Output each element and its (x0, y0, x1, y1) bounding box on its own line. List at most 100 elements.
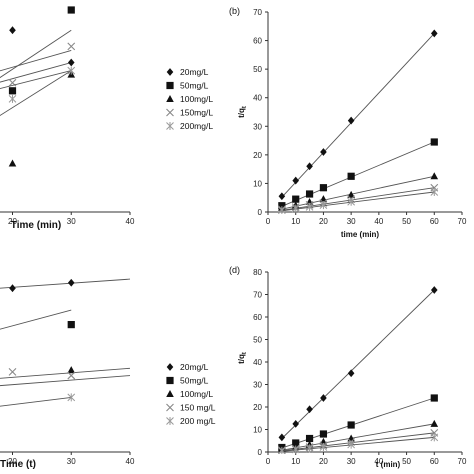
y-tick-label: 20 (253, 151, 262, 160)
series-200mg-l (0, 393, 76, 407)
legend-marker-diamond (166, 68, 174, 76)
data-point-diamond (347, 116, 355, 125)
data-point-square (292, 439, 300, 447)
data-point-triangle (8, 159, 17, 167)
y-axis-label: t/qt (237, 106, 248, 118)
fit-line (0, 70, 72, 117)
data-point-square (347, 421, 355, 429)
data-point-square (8, 87, 17, 95)
y-tick-label: 10 (253, 179, 262, 188)
data-point-diamond (430, 29, 438, 38)
data-point-star (291, 445, 300, 454)
legend-entry: 100mg/L (180, 94, 213, 104)
data-point-diamond (67, 278, 75, 287)
data-point-square (292, 195, 300, 203)
x-tick-label: 40 (126, 457, 135, 466)
data-point-x (8, 368, 17, 376)
series-20mg-l (278, 286, 438, 442)
y-tick-label: 70 (253, 8, 262, 17)
chart-bottom-left: 20 30 40 Time (t) 20mg/L 50mg/L 100mg/L 150 mg/… (0, 278, 216, 470)
legend-marker-triangle (166, 390, 174, 397)
x-tick-label: 10 (291, 217, 300, 226)
x-tick-label: 40 (126, 217, 135, 226)
y-axis-label-subscript: t (242, 106, 248, 108)
data-point-triangle (430, 419, 439, 427)
legend-marker-square (166, 376, 174, 385)
y-axis-label-main: t/q (237, 108, 246, 118)
data-point-star (347, 440, 355, 449)
data-point-square (305, 190, 314, 198)
x-tick-label: 70 (458, 217, 467, 226)
data-point-star (319, 201, 328, 210)
series-150mg-l (0, 42, 76, 87)
x-tick-label: 20 (319, 217, 328, 226)
x-tick-label: 20 (8, 217, 17, 226)
x-tick-label: 50 (402, 457, 411, 466)
fit-line (0, 309, 72, 330)
chart-top-left: 20 30 40 Time (min) 20mg/L 50mg/L 100mg/L 150mg… (0, 6, 213, 231)
data-point-square (319, 184, 328, 192)
y-tick-label: 20 (253, 403, 262, 412)
fit-line (0, 29, 72, 79)
data-point-square (430, 394, 438, 402)
x-axis-label: t (min) (376, 460, 401, 469)
x-tick-label: 0 (266, 457, 271, 466)
fit-line (0, 70, 72, 90)
legend-entry: 100mg/L (180, 389, 213, 399)
data-point-star (67, 393, 76, 402)
fit-line (0, 367, 131, 379)
data-point-star (319, 443, 328, 452)
data-point-star (67, 66, 76, 75)
fit-line (281, 397, 435, 449)
legend-marker-star (166, 122, 174, 130)
y-tick-label: 30 (253, 381, 262, 390)
y-tick-label: 60 (253, 37, 262, 46)
y-tick-label: 50 (253, 65, 262, 74)
x-tick-label: 20 (319, 457, 328, 466)
y-tick-label: 50 (253, 336, 262, 345)
x-tick-label: 30 (347, 217, 356, 226)
x-tick-label: 40 (374, 457, 383, 466)
data-point-star (347, 197, 355, 206)
series-20mg-l (0, 26, 75, 83)
legend-entry: 200 mg/L (180, 416, 216, 426)
legend-marker-square (166, 81, 174, 90)
series-200mg-l (0, 66, 76, 103)
x-tick-label: 30 (67, 457, 76, 466)
x-axis-label: Time (min) (11, 220, 61, 231)
series-50mg-l (278, 394, 438, 452)
legend-entry: 50mg/L (180, 81, 209, 91)
y-axis-label-subscript: t (242, 352, 248, 354)
y-tick-label: 70 (253, 291, 262, 300)
x-tick-label: 40 (374, 217, 383, 226)
x-axis-label: Time (t) (0, 459, 36, 470)
x-tick-label: 30 (67, 217, 76, 226)
x-tick-label: 30 (347, 457, 356, 466)
data-point-star (430, 188, 439, 196)
data-point-diamond (9, 284, 16, 293)
data-point-diamond (292, 419, 300, 428)
legend-marker-star (166, 417, 174, 425)
fit-line (281, 423, 435, 451)
fit-line (0, 396, 72, 407)
data-point-diamond (306, 405, 313, 414)
data-point-square (305, 434, 314, 443)
data-point-x (67, 371, 76, 380)
data-point-star (430, 433, 439, 442)
series-20mg-l (0, 278, 131, 293)
data-point-star (278, 206, 286, 214)
legend: 20mg/L 50mg/L 100mg/L 150mg/L 200mg/L (166, 67, 213, 131)
fit-line (281, 289, 435, 439)
y-tick-label: 0 (258, 208, 263, 217)
legend-marker-x (166, 108, 174, 117)
chart-bottom-right: 0 10 20 30 40 50 60 70 0 10 20 30 40 50 60 70 80 t (min) t… (229, 265, 467, 469)
x-tick-label: 50 (402, 217, 411, 226)
series-200mg-l (278, 188, 439, 214)
x-tick-label: 60 (430, 457, 439, 466)
data-point-square (67, 321, 75, 329)
x-tick-label: 20 (8, 457, 17, 466)
y-tick-label: 40 (253, 358, 262, 367)
panel-label: (d) (229, 265, 240, 275)
panel-label: (b) (229, 6, 240, 16)
legend-entry: 50mg/L (180, 376, 209, 386)
